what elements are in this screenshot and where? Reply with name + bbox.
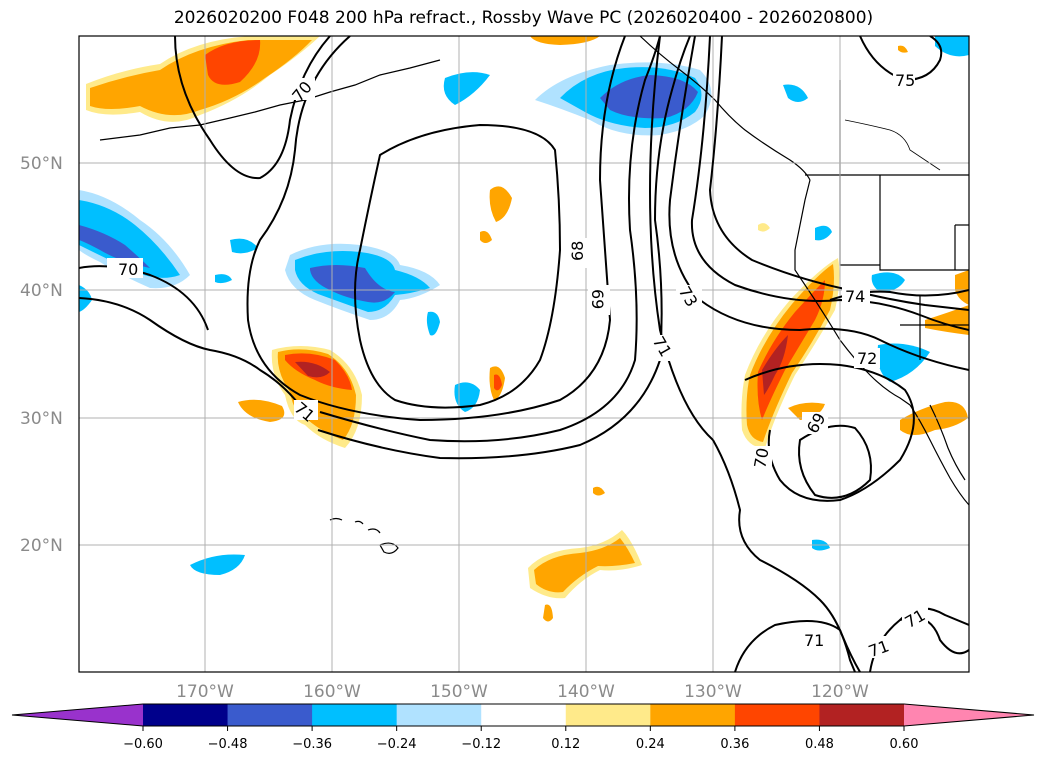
positive-anomaly-nw bbox=[86, 36, 320, 122]
colorbar-segment bbox=[565, 704, 651, 726]
positive-anomaly-small1 bbox=[489, 186, 512, 222]
lon-label-130w: 130°W bbox=[684, 682, 742, 702]
negative-anomaly-west bbox=[79, 190, 190, 312]
positive-anomaly-canada bbox=[898, 45, 908, 53]
colorbar-tick-label: −0.12 bbox=[461, 737, 501, 752]
colorbar-extend-min bbox=[12, 704, 143, 726]
lon-label-140w: 140°W bbox=[557, 682, 615, 702]
negative-anomaly-nevada bbox=[871, 272, 905, 292]
lon-label-170w: 170°W bbox=[176, 682, 234, 702]
negative-anomaly-sw bbox=[190, 554, 245, 575]
contour-label: 69 bbox=[588, 289, 607, 309]
colorbar-segment bbox=[734, 704, 820, 726]
colorbar-segment bbox=[312, 704, 398, 726]
colorbar-tick-label: −0.60 bbox=[123, 737, 163, 752]
contour-label: 70 bbox=[118, 260, 138, 279]
colorbar-segment bbox=[143, 704, 229, 726]
colorbar-extend-max bbox=[904, 704, 1034, 726]
positive-anomaly-subtropic bbox=[238, 346, 362, 448]
colorbar-tick-label: 0.60 bbox=[890, 737, 919, 752]
colorbar: −0.60 −0.48 −0.36 −0.24 −0.12 0.12 0.24 0.36 0.4… bbox=[11, 703, 1035, 752]
lon-label-150w: 150°W bbox=[430, 682, 488, 702]
colorbar-tick-label: 0.12 bbox=[551, 737, 580, 752]
negative-anomaly-central bbox=[285, 243, 440, 320]
contour-label: 71 bbox=[804, 631, 824, 650]
positive-anomaly-small2 bbox=[480, 231, 492, 243]
negative-anomaly-small5 bbox=[454, 382, 480, 412]
latitude-labels: 50°N 40°N 30°N 20°N bbox=[20, 154, 63, 556]
negative-anomaly-small bbox=[443, 72, 490, 105]
colorbar-tick-label: −0.24 bbox=[377, 737, 417, 752]
negative-anomaly-small4 bbox=[426, 311, 440, 336]
refractivity-contours bbox=[79, 36, 969, 672]
lat-label-50n: 50°N bbox=[20, 154, 63, 174]
lon-label-160w: 160°W bbox=[303, 682, 361, 702]
colorbar-segment bbox=[819, 704, 905, 726]
contour-label: 75 bbox=[895, 71, 915, 90]
contour-label: 74 bbox=[845, 287, 865, 306]
contour-label: 70 bbox=[750, 446, 772, 469]
colorbar-segment bbox=[396, 704, 482, 726]
positive-anomaly-small4 bbox=[593, 486, 605, 496]
positive-anomaly-south bbox=[528, 530, 642, 622]
plot-title: 2026020200 F048 200 hPa refract., Rossby… bbox=[173, 8, 874, 28]
colorbar-tick-label: 0.36 bbox=[720, 737, 749, 752]
colorbar-segment bbox=[481, 704, 567, 726]
negative-anomaly-oregon bbox=[815, 225, 832, 241]
contour-label: 72 bbox=[857, 349, 877, 368]
colorbar-tick-label: −0.48 bbox=[208, 737, 248, 752]
positive-anomaly-top bbox=[530, 36, 600, 45]
contour-label: 68 bbox=[568, 241, 587, 261]
negative-anomaly-small2 bbox=[230, 238, 258, 254]
colorbar-tick-label: 0.48 bbox=[805, 737, 834, 752]
positive-anomaly-small5 bbox=[758, 223, 770, 232]
lat-label-40n: 40°N bbox=[20, 281, 63, 301]
positive-anomaly-california bbox=[741, 258, 840, 448]
colorbar-tick-label: −0.36 bbox=[292, 737, 332, 752]
map-frame bbox=[78, 35, 970, 673]
positive-anomaly-offshore bbox=[788, 402, 825, 420]
map-area bbox=[79, 36, 969, 672]
colorbar-tick-label: 0.24 bbox=[636, 737, 665, 752]
lat-label-30n: 30°N bbox=[20, 409, 63, 429]
hawaii bbox=[329, 517, 399, 554]
negative-anomaly-az bbox=[877, 343, 930, 382]
colorbar-segment bbox=[227, 704, 313, 726]
longitude-labels: 170°W 160°W 150°W 140°W 130°W 120°W bbox=[176, 682, 869, 702]
lat-label-20n: 20°N bbox=[20, 536, 63, 556]
lon-label-120w: 120°W bbox=[811, 682, 869, 702]
colorbar-segment bbox=[650, 704, 736, 726]
negative-anomaly-small3 bbox=[215, 274, 232, 284]
negative-anomaly-bc bbox=[783, 84, 808, 102]
negative-anomaly-ne bbox=[935, 36, 969, 57]
